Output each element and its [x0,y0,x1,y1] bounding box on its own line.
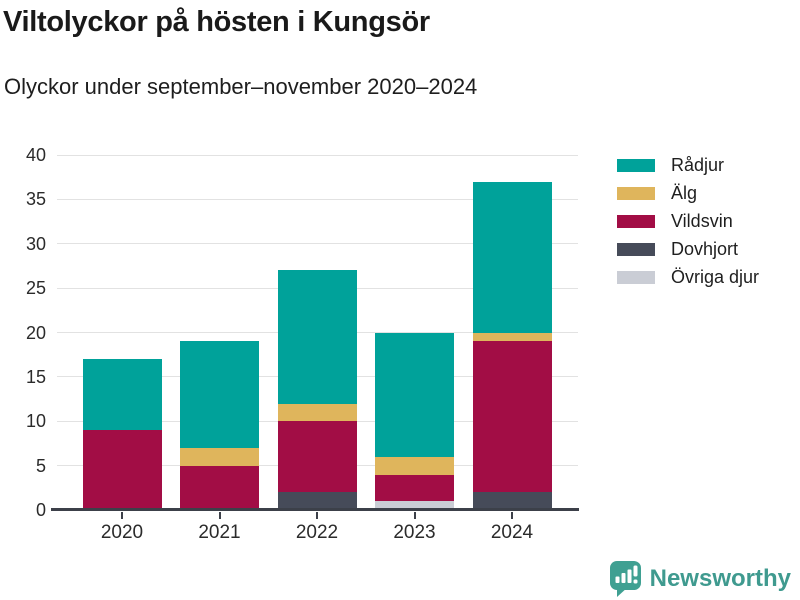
y-axis-tick-label: 5 [35,455,46,476]
gridline-y-40 [57,154,578,156]
x-axis-tick [121,512,123,519]
legend-label: Övriga djur [671,266,760,287]
y-axis-tick-label: 15 [25,366,46,387]
legend-swatch-vildsvin [617,214,655,228]
x-axis-line [51,508,579,511]
x-axis-tick [511,512,513,519]
legend-swatch-älg [617,186,655,200]
gridline-y-30 [57,243,578,245]
legend-swatch-övriga-djur [617,270,655,284]
legend-label: Vildsvin [671,210,733,231]
x-axis-tick-label: 2022 [295,522,339,543]
y-axis-tick-label: 40 [25,145,46,165]
plot-area: 0 5 10 15 20 25 30 35 40 2020 2021 2022 2023 2024 [26,145,579,543]
legend-item-rådjur: Rådjur [617,151,759,179]
bar-segment-2023-rådjur [375,332,454,457]
bar-segment-2022-vildsvin [277,421,357,493]
y-axis-tick-label: 35 [25,189,46,210]
x-axis-tick [218,512,221,519]
y-axis-tick-label: 25 [25,278,46,299]
bar-segment-2021-älg [180,447,259,466]
y-axis-tick-label: 10 [25,411,46,432]
chart-subtitle: Olyckor under september–november 2020–20… [4,74,478,99]
x-axis-tick [316,512,318,519]
legend-label: Dovhjort [671,238,739,259]
bar-segment-2022-älg [277,403,357,422]
bar-segment-2024-vildsvin [472,341,552,493]
x-axis-tick-label: 2023 [393,522,436,543]
legend-swatch-rådjur [617,158,655,172]
newsworthy-logo: Newsworthy [609,560,791,597]
legend-item-dovhjort: Dovhjort [617,235,759,263]
y-axis-tick-label: 0 [35,500,46,520]
legend-item-älg: Älg [617,179,759,207]
legend-item-vildsvin: Vildsvin [617,207,759,235]
bar-segment-2020-vildsvin [82,430,162,510]
legend-item-övriga-djur: Övriga djur [617,263,759,291]
bar-segment-2024-dovhjort [472,492,552,510]
legend-label: Älg [671,182,698,203]
bar-segment-2024-älg [472,332,552,342]
bar-segment-2022-dovhjort [277,492,357,510]
y-axis-tick-label: 20 [25,322,46,343]
legend-label: Rådjur [671,154,725,175]
newsworthy-icon [609,561,641,597]
bar-segment-2022-rådjur [277,270,357,404]
x-axis-tick-label: 2020 [100,522,144,543]
x-axis-tick [413,512,416,519]
bar-segment-2020-rådjur [82,359,162,431]
bar-segment-2021-rådjur [180,341,259,448]
newsworthy-wordmark: Newsworthy [649,564,791,592]
bar-segment-2023-älg [375,456,454,475]
y-axis-tick-label: 30 [25,233,46,254]
bar-segment-2021-vildsvin [180,465,259,510]
gridline-y-35 [57,198,578,200]
x-axis-tick-label: 2021 [198,522,241,543]
chart-title: Viltolyckor på hösten i Kungsör [3,6,430,38]
bar-segment-2024-rådjur [472,181,552,333]
legend-swatch-dovhjort [617,242,655,256]
bar-segment-2023-vildsvin [375,474,454,502]
bar-segment-2023-övriga-djur [375,501,454,510]
x-axis-tick-label: 2024 [490,522,534,543]
chart-legend: Rådjur Älg Vildsvin Dovhjort Övriga djur [617,151,759,291]
